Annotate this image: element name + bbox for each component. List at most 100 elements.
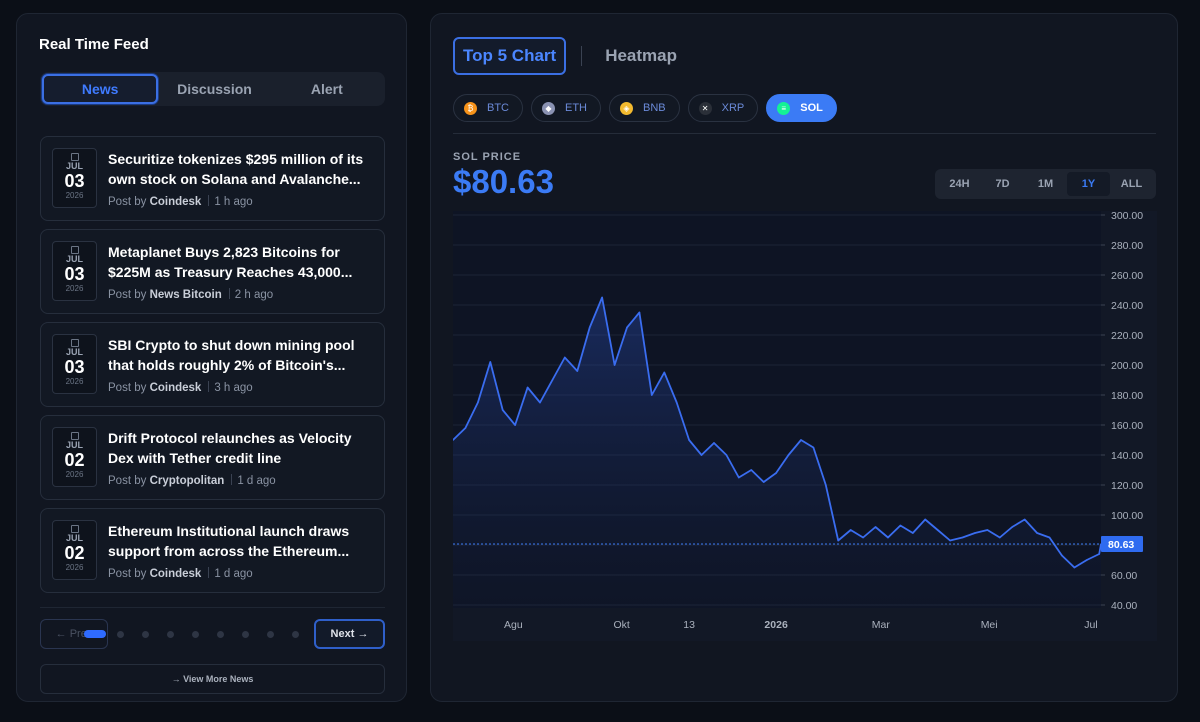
news-time: 1 d ago bbox=[214, 568, 253, 580]
data-point bbox=[464, 427, 467, 429]
news-item[interactable]: JUL 03 2026 SBI Crypto to shut down mini… bbox=[40, 322, 385, 407]
data-point bbox=[1023, 518, 1026, 521]
data-point bbox=[626, 326, 628, 329]
data-point bbox=[750, 469, 753, 471]
xrp-icon: ✕ bbox=[698, 101, 712, 115]
date-month: JUL bbox=[65, 347, 83, 357]
date-year: 2026 bbox=[65, 377, 84, 386]
meta-divider bbox=[208, 195, 210, 206]
pagination-dot[interactable] bbox=[84, 630, 106, 638]
range-1y[interactable]: 1Y bbox=[1067, 172, 1110, 196]
news-title[interactable]: Ethereum Institutional launch draws supp… bbox=[108, 523, 350, 559]
news-source: Coindesk bbox=[149, 382, 202, 394]
pagination: ← Prev Next → bbox=[40, 619, 385, 649]
data-point bbox=[1011, 526, 1014, 528]
tab-discussion[interactable]: Discussion bbox=[177, 81, 252, 97]
tab-heatmap[interactable]: Heatmap bbox=[605, 46, 677, 65]
coin-chip-xrp[interactable]: ✕ XRP bbox=[687, 94, 759, 122]
date-badge: JUL 03 2026 bbox=[52, 334, 97, 394]
news-item[interactable]: JUL 02 2026 Ethereum Institutional launc… bbox=[40, 508, 385, 593]
news-meta: Post by Coindesk 3 h ago bbox=[108, 381, 253, 394]
data-point bbox=[762, 481, 765, 483]
news-title[interactable]: SBI Crypto to shut down mining pool that… bbox=[108, 337, 355, 373]
date-day: 03 bbox=[64, 264, 85, 284]
date-badge: JUL 02 2026 bbox=[52, 427, 97, 487]
coin-chip-eth[interactable]: ◆ ETH bbox=[531, 94, 601, 122]
data-point bbox=[501, 409, 504, 411]
news-meta: Post by Cryptopolitan 1 d ago bbox=[108, 474, 276, 487]
tab-news[interactable]: News bbox=[42, 74, 159, 104]
tab-separator bbox=[581, 46, 583, 66]
feed-tabs: News Discussion Alert bbox=[40, 72, 385, 106]
news-meta: Post by Coindesk 1 d ago bbox=[108, 567, 253, 580]
pagination-dot[interactable] bbox=[242, 630, 249, 638]
calendar-icon bbox=[70, 339, 79, 347]
date-day: 03 bbox=[64, 357, 85, 377]
x-tick-label: Mei bbox=[981, 619, 998, 631]
news-item[interactable]: JUL 02 2026 Drift Protocol relaunches as… bbox=[40, 415, 385, 500]
meta-divider bbox=[208, 567, 210, 578]
pagination-dot[interactable] bbox=[142, 630, 149, 638]
last-price-badge bbox=[1101, 536, 1143, 553]
tab-alert[interactable]: Alert bbox=[310, 81, 343, 97]
data-point bbox=[986, 529, 989, 531]
y-tick-label: 200.00 bbox=[1111, 360, 1143, 372]
news-item[interactable]: JUL 03 2026 Securitize tokenizes $295 mi… bbox=[40, 136, 385, 221]
pagination-dot[interactable] bbox=[167, 630, 174, 638]
news-title[interactable]: Drift Protocol relaunches as Velocity De… bbox=[108, 430, 352, 466]
news-title[interactable]: Securitize tokenizes $295 million of its… bbox=[108, 151, 364, 187]
data-point bbox=[551, 379, 554, 381]
news-title[interactable]: Metaplanet Buys 2,823 Bitcoins for $225M… bbox=[108, 244, 353, 280]
pagination-dot[interactable] bbox=[117, 630, 124, 638]
data-point bbox=[688, 439, 690, 441]
y-tick-label: 280.00 bbox=[1111, 240, 1143, 252]
pagination-dot[interactable] bbox=[267, 630, 274, 638]
news-source: News Bitcoin bbox=[149, 289, 222, 301]
tab-top-5-chart[interactable]: Top 5 Chart bbox=[453, 37, 567, 75]
data-point bbox=[613, 364, 616, 366]
y-axis-area bbox=[1101, 211, 1157, 641]
range-1m[interactable]: 1M bbox=[1037, 178, 1054, 190]
real-time-feed-panel: Real Time Feed News Discussion Alert JUL… bbox=[16, 13, 407, 702]
coin-chip-bnb[interactable]: ◈ BNB bbox=[609, 94, 680, 122]
data-point bbox=[775, 472, 777, 474]
pagination-dot[interactable] bbox=[192, 630, 199, 638]
post-by-label: Post by bbox=[108, 196, 147, 208]
date-day: 03 bbox=[64, 171, 85, 191]
range-all[interactable]: ALL bbox=[1120, 178, 1143, 190]
data-point bbox=[638, 311, 641, 314]
date-month: JUL bbox=[65, 254, 83, 264]
date-badge: JUL 02 2026 bbox=[52, 520, 97, 580]
coin-label: SOL bbox=[800, 102, 823, 114]
y-tick-label: 300.00 bbox=[1111, 211, 1143, 222]
news-time: 1 d ago bbox=[237, 475, 276, 487]
prev-button[interactable]: ← Prev bbox=[40, 619, 108, 649]
y-tick-label: 140.00 bbox=[1111, 450, 1143, 462]
coin-chip-sol[interactable]: ≡ SOL bbox=[766, 94, 837, 122]
date-month: JUL bbox=[65, 440, 83, 450]
calendar-icon bbox=[70, 153, 79, 161]
data-point bbox=[812, 446, 815, 449]
data-point bbox=[453, 439, 454, 441]
pagination-dot[interactable] bbox=[292, 630, 299, 638]
range-7d[interactable]: 7D bbox=[995, 178, 1010, 190]
data-point bbox=[1036, 532, 1038, 534]
time-range-selector: 24H 7D 1M 1Y ALL bbox=[935, 169, 1156, 199]
next-button[interactable]: Next → bbox=[314, 619, 385, 649]
data-point bbox=[974, 532, 976, 534]
pagination-dot[interactable] bbox=[217, 630, 224, 638]
data-point bbox=[539, 401, 541, 404]
date-day: 02 bbox=[64, 543, 85, 563]
post-by-label: Post by bbox=[108, 289, 147, 301]
range-24h[interactable]: 24H bbox=[949, 178, 970, 190]
data-point bbox=[787, 454, 790, 456]
date-month: JUL bbox=[65, 161, 83, 171]
data-point bbox=[725, 454, 728, 456]
meta-divider bbox=[231, 474, 233, 485]
data-point bbox=[862, 536, 864, 539]
date-year: 2026 bbox=[65, 191, 84, 200]
date-year: 2026 bbox=[65, 470, 84, 479]
coin-chip-btc[interactable]: ₿ BTC bbox=[453, 94, 523, 122]
news-item[interactable]: JUL 03 2026 Metaplanet Buys 2,823 Bitcoi… bbox=[40, 229, 385, 314]
view-more-news-button[interactable]: → View More News bbox=[40, 664, 385, 694]
